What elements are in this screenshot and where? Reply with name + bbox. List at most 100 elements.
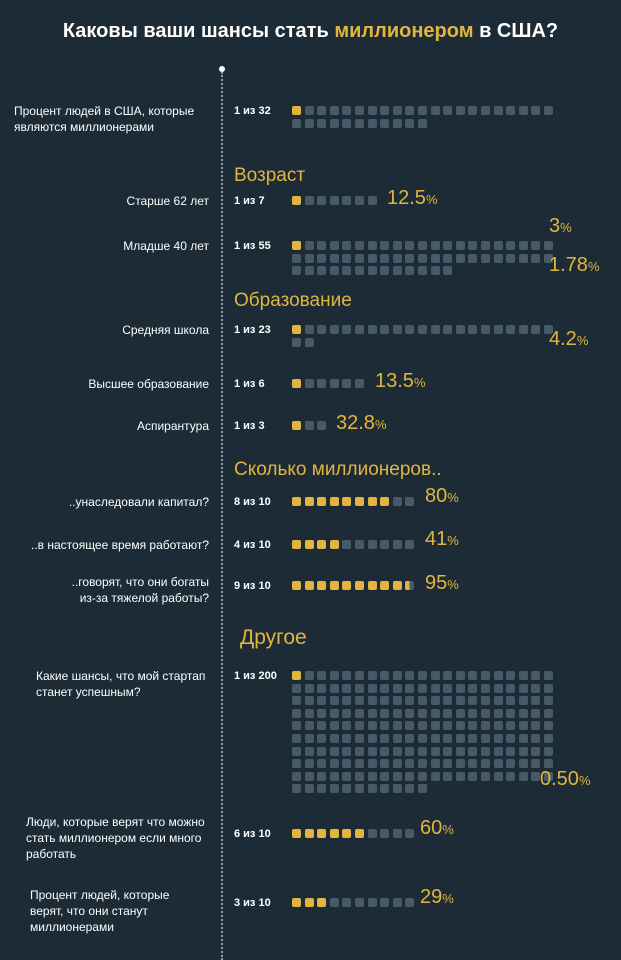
dot	[506, 671, 516, 680]
dot	[342, 829, 352, 838]
dot	[518, 721, 528, 731]
dot	[518, 241, 528, 250]
dot	[518, 708, 528, 718]
dot	[455, 106, 465, 115]
dot	[355, 784, 364, 794]
ratio-label: 4 из 10	[234, 539, 271, 551]
dot	[355, 696, 364, 706]
dot	[380, 241, 390, 250]
dot	[342, 683, 352, 693]
dot	[443, 266, 453, 276]
dot	[292, 721, 301, 731]
dot	[292, 683, 301, 693]
dot	[342, 771, 352, 781]
dot	[329, 746, 339, 756]
dot	[355, 771, 364, 781]
dot	[493, 746, 503, 756]
dot	[430, 696, 440, 706]
dot	[367, 118, 377, 128]
dot	[317, 708, 327, 718]
dot	[518, 325, 528, 334]
percent-value: 12.5	[387, 187, 426, 209]
dot	[342, 721, 352, 731]
dot	[392, 708, 402, 718]
dot	[355, 118, 364, 128]
dot	[367, 898, 377, 907]
dot	[380, 118, 390, 128]
dot	[380, 734, 390, 743]
dot	[531, 759, 541, 769]
dot	[531, 708, 541, 718]
dot	[292, 671, 301, 680]
dot	[506, 721, 516, 731]
dot	[544, 683, 553, 693]
dot	[430, 746, 440, 756]
dot	[392, 898, 402, 907]
ratio-label: 1 из 200	[234, 670, 277, 682]
dot	[493, 671, 503, 680]
dot	[329, 683, 339, 693]
dot	[468, 746, 478, 756]
dot	[292, 734, 301, 743]
dot	[355, 379, 364, 388]
dot	[392, 325, 402, 334]
dot	[405, 241, 415, 250]
dot	[317, 734, 327, 743]
dot	[392, 746, 402, 756]
dot	[367, 671, 377, 680]
dot	[481, 746, 490, 756]
dot	[304, 898, 314, 907]
dot	[292, 746, 301, 756]
dot	[329, 118, 339, 128]
dot	[292, 196, 301, 205]
dot	[443, 734, 453, 743]
dot	[531, 771, 541, 781]
dot	[342, 581, 352, 590]
dot	[506, 683, 516, 693]
dot	[506, 759, 516, 769]
title-text-end: в США?	[473, 20, 559, 42]
dot	[355, 241, 364, 250]
dot	[317, 683, 327, 693]
dot	[430, 683, 440, 693]
dot	[367, 253, 377, 263]
ratio-label: 1 из 32	[234, 105, 271, 117]
dot	[380, 721, 390, 731]
dot	[418, 671, 427, 680]
dot	[443, 696, 453, 706]
dot	[518, 683, 528, 693]
dot	[418, 325, 427, 334]
dot	[380, 497, 390, 506]
row-label: Аспирантура	[136, 419, 209, 433]
dot	[468, 721, 478, 731]
percent-unit: %	[442, 822, 454, 837]
dot	[317, 581, 327, 590]
dot	[405, 759, 415, 769]
dot	[418, 708, 427, 718]
dot	[342, 784, 352, 794]
dot	[544, 253, 553, 263]
dot	[493, 771, 503, 781]
percent-label: 12.5%	[387, 187, 438, 211]
dot	[544, 671, 553, 680]
dot	[531, 671, 541, 680]
dot	[392, 829, 402, 838]
dot	[342, 497, 352, 506]
dot	[292, 497, 301, 506]
percent-label: 4.2%	[549, 328, 588, 352]
dot	[342, 898, 352, 907]
dot	[380, 325, 390, 334]
dot	[342, 196, 352, 205]
dot	[304, 784, 314, 794]
dot	[544, 696, 553, 706]
dot	[329, 721, 339, 731]
dot	[481, 771, 490, 781]
vertical-divider	[221, 72, 223, 960]
dot	[531, 253, 541, 263]
dot	[304, 581, 314, 590]
dot	[304, 241, 314, 250]
dot	[430, 106, 440, 115]
section-education: Образование	[234, 290, 352, 311]
dot	[392, 106, 402, 115]
row-label: ..в настоящее время работают?	[30, 538, 209, 552]
